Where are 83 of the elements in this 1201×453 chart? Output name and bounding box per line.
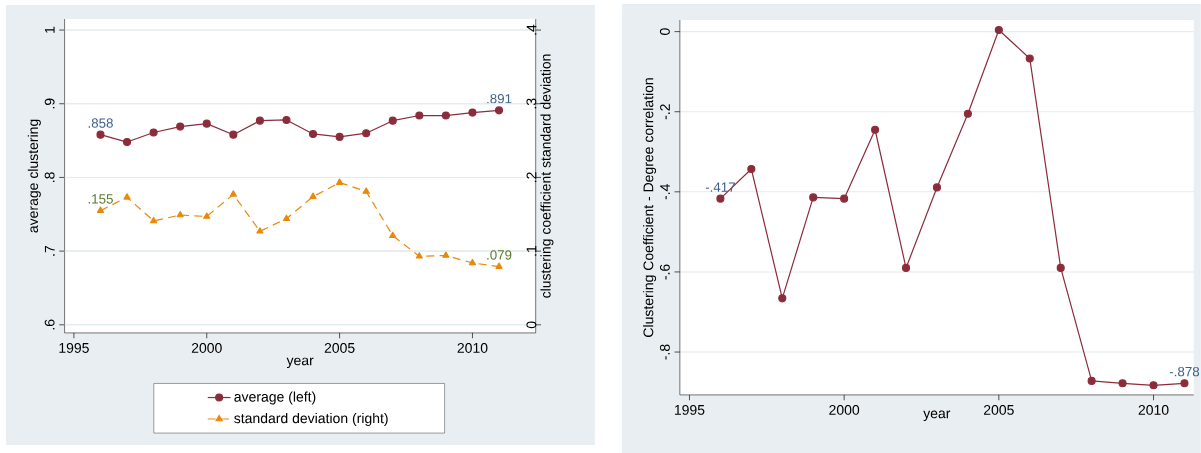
point <box>809 193 818 202</box>
y-tick-label: .6 <box>44 319 55 330</box>
y2-tick-label: .4 <box>526 24 537 35</box>
point <box>96 206 105 213</box>
y-tick-label: -.2 <box>660 104 670 120</box>
point <box>229 190 237 197</box>
point <box>202 119 211 128</box>
legend-label: standard deviation (right) <box>234 412 388 427</box>
y-tick-label: -.8 <box>659 344 670 360</box>
x-tick-label: 2010 <box>1138 405 1169 415</box>
point <box>994 25 1003 35</box>
point <box>282 214 291 222</box>
point <box>150 216 158 224</box>
point <box>1087 376 1096 385</box>
point <box>255 116 264 125</box>
y-axis-title: Clustering Coefficient - Degree correlation <box>643 78 657 337</box>
point <box>716 194 725 203</box>
y2-tick-label: .1 <box>526 246 537 256</box>
point <box>468 108 477 117</box>
point <box>1056 263 1065 273</box>
point <box>309 192 317 199</box>
y2-axis-title: clustering coefficient standard deviation <box>540 54 554 298</box>
point <box>840 194 849 203</box>
point <box>495 262 503 269</box>
point <box>871 125 880 134</box>
point <box>468 258 477 266</box>
point <box>335 132 344 142</box>
point <box>176 122 185 131</box>
x-tick-label: 2005 <box>324 343 355 353</box>
point <box>494 106 504 115</box>
y-axis-title: average clustering <box>27 119 41 233</box>
data-label: .155 <box>88 194 113 204</box>
point <box>122 138 132 147</box>
point <box>229 130 238 139</box>
x-tick-label: 1995 <box>674 405 705 415</box>
point <box>388 116 397 125</box>
point <box>123 193 131 200</box>
data-label: .891 <box>487 94 512 104</box>
point <box>256 227 264 234</box>
x-tick-label: 1995 <box>59 343 89 353</box>
point <box>362 129 371 138</box>
point <box>203 212 211 219</box>
x-tick-label: 2005 <box>983 405 1014 415</box>
point <box>441 111 450 120</box>
point <box>308 129 318 139</box>
point <box>362 187 370 194</box>
point <box>149 128 158 137</box>
point <box>1149 381 1158 390</box>
point <box>747 164 756 174</box>
y-tick-label: .8 <box>44 172 55 183</box>
point <box>932 183 942 192</box>
y-tick-label: -.6 <box>659 264 670 280</box>
y2-tick-label: .2 <box>526 172 537 183</box>
x-axis-title: year <box>286 357 314 369</box>
x-tick-label: 2000 <box>829 405 860 415</box>
point <box>963 109 972 118</box>
point <box>901 263 911 273</box>
legend-label: average (left) <box>234 391 316 405</box>
y-tick-label: 1 <box>44 26 55 33</box>
point <box>1025 54 1034 63</box>
point <box>1180 379 1189 388</box>
x-axis-title: year <box>923 410 951 422</box>
y-tick-label: -.4 <box>660 184 670 200</box>
point <box>336 178 344 185</box>
point <box>176 210 184 218</box>
y-tick-label: .9 <box>44 98 55 109</box>
point <box>1118 379 1127 388</box>
data-label: .858 <box>88 118 113 128</box>
point <box>415 111 424 120</box>
data-label: -.878 <box>1169 366 1200 377</box>
x-tick-label: 2010 <box>457 343 488 353</box>
point <box>415 252 423 259</box>
point <box>389 231 397 239</box>
y-tick-label: .7 <box>44 246 55 256</box>
x-tick-label: 2000 <box>191 343 222 353</box>
point <box>778 294 787 303</box>
y2-tick-label: 0 <box>526 321 537 329</box>
y-tick-label: 0 <box>659 28 670 35</box>
point <box>96 130 105 139</box>
y2-tick-label: .3 <box>526 98 537 109</box>
data-label: .079 <box>487 250 512 260</box>
point <box>282 115 291 125</box>
point <box>442 251 450 258</box>
